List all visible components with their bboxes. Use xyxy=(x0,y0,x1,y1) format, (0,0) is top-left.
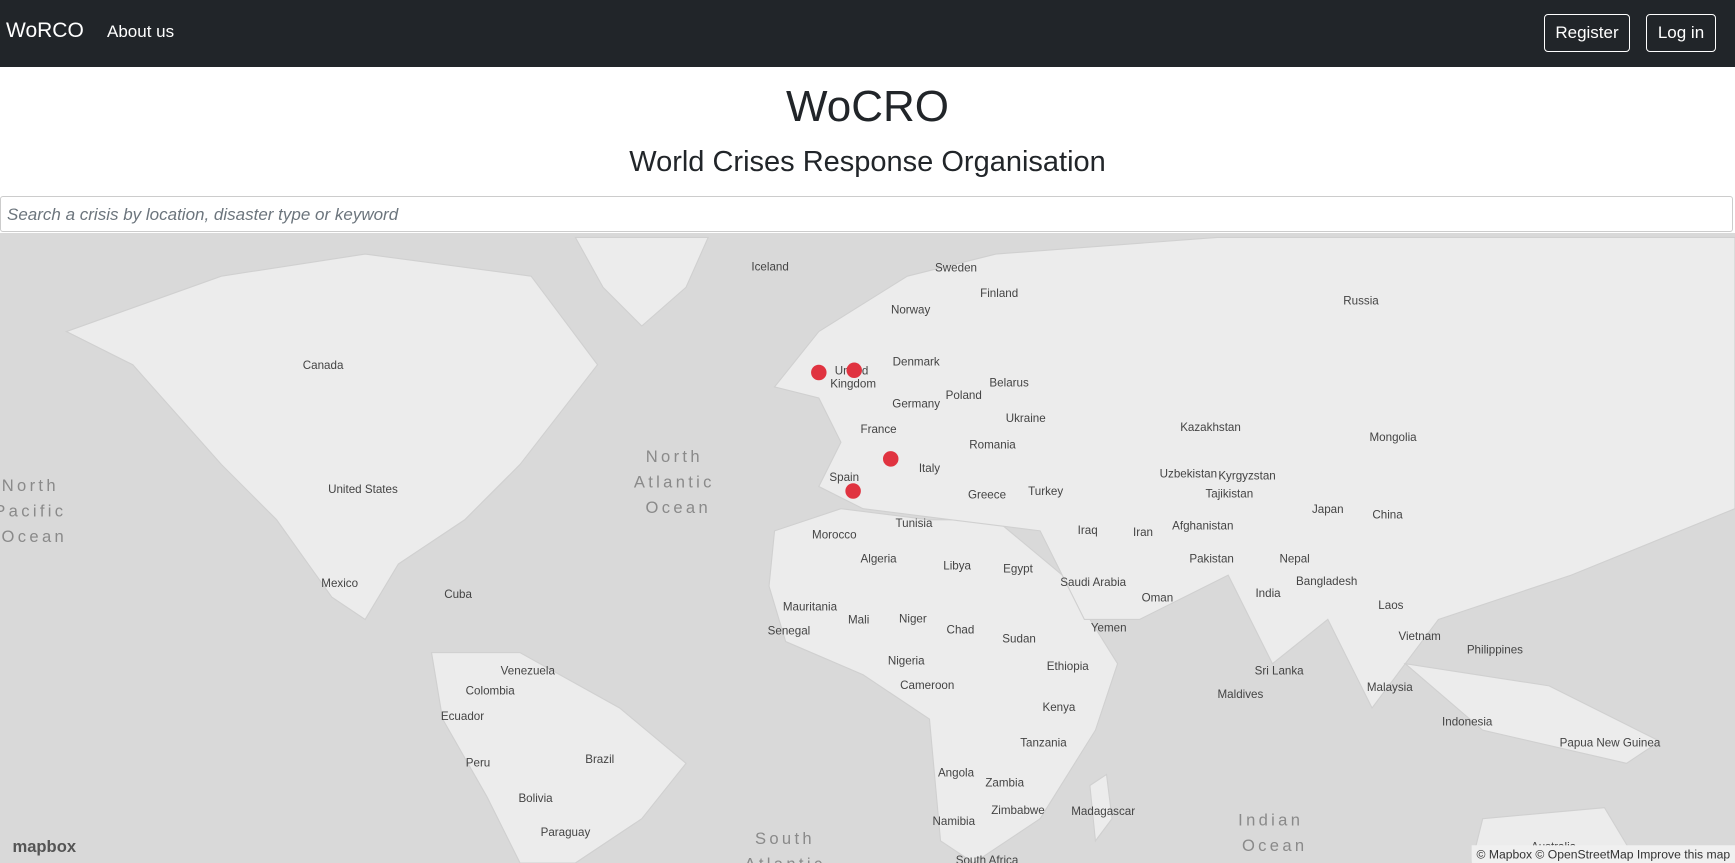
map-label: Iran xyxy=(1133,526,1153,539)
map-label: Mauritania xyxy=(783,600,838,613)
page-subtitle: World Crises Response Organisation xyxy=(629,146,1106,178)
map-label: Bolivia xyxy=(518,792,553,805)
map-label: China xyxy=(1372,508,1403,521)
map-label: Angola xyxy=(938,766,975,779)
map-label: Iraq xyxy=(1078,524,1098,537)
map-label: Nepal xyxy=(1279,553,1309,566)
map-label: Laos xyxy=(1378,599,1403,612)
map-label: Papua New Guinea xyxy=(1560,736,1661,749)
map-label: Madagascar xyxy=(1071,805,1135,818)
map-label: Tunisia xyxy=(895,517,933,530)
map-label: India xyxy=(1255,587,1281,600)
map-label: Egypt xyxy=(1003,563,1033,576)
map-label: Venezuela xyxy=(501,665,556,678)
map-label: South Africa xyxy=(956,854,1019,863)
map-label: Niger xyxy=(899,612,927,625)
map-label: Yemen xyxy=(1091,621,1127,634)
map-label: Poland xyxy=(946,389,982,402)
map-logo[interactable]: mapbox xyxy=(12,837,76,856)
map-label: Kazakhstan xyxy=(1180,421,1241,434)
page-title: WoCRO xyxy=(786,82,949,131)
map-label: Mongolia xyxy=(1370,431,1418,444)
nav-link[interactable]: About us xyxy=(107,22,175,41)
map-label: Sweden xyxy=(935,261,977,274)
map-label: Italy xyxy=(919,462,940,475)
map-label: Peru xyxy=(466,756,491,769)
map-label: Namibia xyxy=(933,815,976,828)
map-label: Bangladesh xyxy=(1296,575,1357,588)
map-label: Ecuador xyxy=(441,710,484,723)
ocean-label: North Atlantic Ocean xyxy=(634,447,723,517)
map-label: Pakistan xyxy=(1189,553,1234,566)
map-label: Denmark xyxy=(893,356,940,369)
map-label: Turkey xyxy=(1028,485,1063,498)
map-label: Sri Lanka xyxy=(1255,665,1305,678)
map-label: Finland xyxy=(980,287,1018,300)
brand[interactable]: WoRCO xyxy=(6,19,84,42)
map-label: Indonesia xyxy=(1442,715,1493,728)
crisis-marker[interactable] xyxy=(846,362,862,379)
map-label: Spain xyxy=(829,471,859,484)
map-label: Kenya xyxy=(1042,701,1075,714)
map-label: Zambia xyxy=(985,776,1024,789)
crisis-marker[interactable] xyxy=(811,364,827,381)
map-label: Japan xyxy=(1312,503,1344,516)
map-label: Senegal xyxy=(768,625,811,638)
crisis-marker[interactable] xyxy=(845,483,861,499)
map-label: Ukraine xyxy=(1006,412,1046,425)
login-button[interactable]: Log in xyxy=(1646,14,1716,52)
register-button[interactable]: Register xyxy=(1544,14,1630,52)
map-label: Morocco xyxy=(812,528,857,541)
attribution-bg xyxy=(1471,845,1735,863)
map-attribution[interactable]: © Mapbox © OpenStreetMap Improve this ma… xyxy=(1476,848,1730,862)
map-label: Mali xyxy=(848,614,869,627)
map-label: Iceland xyxy=(751,260,788,273)
map-label: Mexico xyxy=(321,577,358,590)
map-label: Tajikistan xyxy=(1205,487,1253,500)
crisis-markers xyxy=(811,362,899,499)
map-label: Philippines xyxy=(1467,643,1523,656)
map-label: Libya xyxy=(943,559,971,572)
map-label: Germany xyxy=(892,398,940,411)
map-label: Colombia xyxy=(466,684,516,697)
map-label: Cuba xyxy=(444,588,472,601)
map-label: Chad xyxy=(947,624,975,637)
map-label: Saudi Arabia xyxy=(1060,576,1126,589)
map-label: France xyxy=(861,423,897,436)
ocean-label: Indian Ocean xyxy=(1238,810,1311,854)
map-label: Tanzania xyxy=(1020,736,1067,749)
map-label: Sudan xyxy=(1002,632,1036,645)
map-label: Brazil xyxy=(585,753,614,766)
search-input[interactable]: Search a crisis by location, disaster ty… xyxy=(0,196,1733,232)
map-label: Paraguay xyxy=(541,826,591,839)
map-label: United States xyxy=(328,483,398,496)
map-label: Belarus xyxy=(989,377,1029,390)
map-label: Maldives xyxy=(1217,688,1263,701)
map-label: Nigeria xyxy=(888,655,925,668)
map-label: Kyrgyzstan xyxy=(1218,470,1275,483)
navbar: WoRCO About us Register Log in xyxy=(0,0,1735,67)
map-label: Ethiopia xyxy=(1047,660,1089,673)
map-label: Cameroon xyxy=(900,679,954,692)
crisis-marker[interactable] xyxy=(882,451,899,467)
map-label: Afghanistan xyxy=(1172,519,1233,532)
map-label: Canada xyxy=(303,359,344,372)
map-label: Uzbekistan xyxy=(1160,467,1217,480)
map-label: Oman xyxy=(1142,591,1174,604)
map-label: Romania xyxy=(969,439,1016,452)
map-label: Greece xyxy=(968,488,1006,501)
ocean-label: North Pacific Ocean xyxy=(0,476,74,546)
ocean-label: South Atlantic Ocean xyxy=(744,829,833,863)
land xyxy=(64,236,1735,863)
map-label: Algeria xyxy=(861,553,898,566)
map-label: Zimbabwe xyxy=(991,804,1045,817)
map-label: Russia xyxy=(1343,295,1379,308)
map-label: Malaysia xyxy=(1367,681,1413,694)
map-label: Vietnam xyxy=(1398,630,1440,643)
map-label: Norway xyxy=(891,304,931,317)
